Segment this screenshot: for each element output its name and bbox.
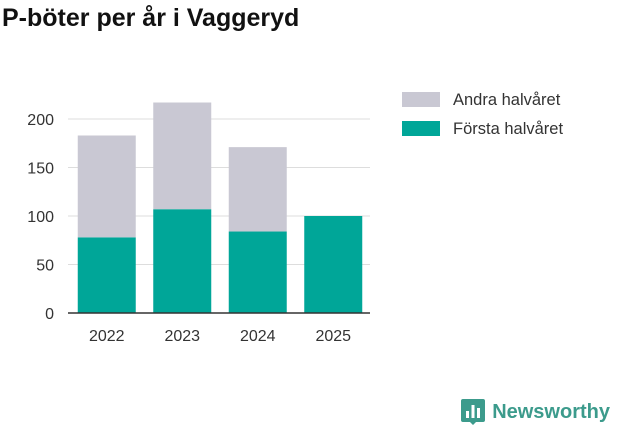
bar-segment bbox=[153, 209, 212, 313]
x-tick-label: 2022 bbox=[89, 328, 125, 345]
brand-name: Newsworthy bbox=[492, 400, 610, 423]
y-tick-label: 200 bbox=[27, 112, 54, 129]
legend-swatch bbox=[402, 121, 440, 136]
legend: Andra halvåret Första halvåret bbox=[402, 91, 563, 138]
y-tick-label: 100 bbox=[27, 209, 54, 226]
bars bbox=[77, 102, 363, 313]
y-tick-label: 0 bbox=[45, 306, 54, 323]
bar-segment bbox=[77, 237, 136, 313]
x-tick-label: 2025 bbox=[315, 328, 351, 345]
y-tick-label: 150 bbox=[27, 161, 54, 178]
bar-chart-badge-icon bbox=[461, 399, 486, 425]
legend-label: Andra halvåret bbox=[453, 91, 561, 109]
bar-segment bbox=[77, 135, 136, 238]
y-tick-label: 50 bbox=[36, 258, 54, 275]
bar-segment bbox=[153, 102, 212, 210]
chart-title: P-böter per år i Vaggeryd bbox=[2, 4, 300, 32]
x-tick-label: 2023 bbox=[164, 328, 200, 345]
legend-swatch bbox=[402, 92, 440, 107]
bar-segment bbox=[228, 147, 287, 232]
x-tick-label: 2024 bbox=[240, 328, 276, 345]
axes: 0 50 100 150 200 2022 2023 2024 2025 bbox=[27, 112, 370, 345]
bar-segment bbox=[228, 231, 287, 313]
legend-label: Första halvåret bbox=[453, 120, 563, 138]
brand-logo: Newsworthy bbox=[460, 398, 610, 426]
bar-segment bbox=[304, 216, 363, 313]
